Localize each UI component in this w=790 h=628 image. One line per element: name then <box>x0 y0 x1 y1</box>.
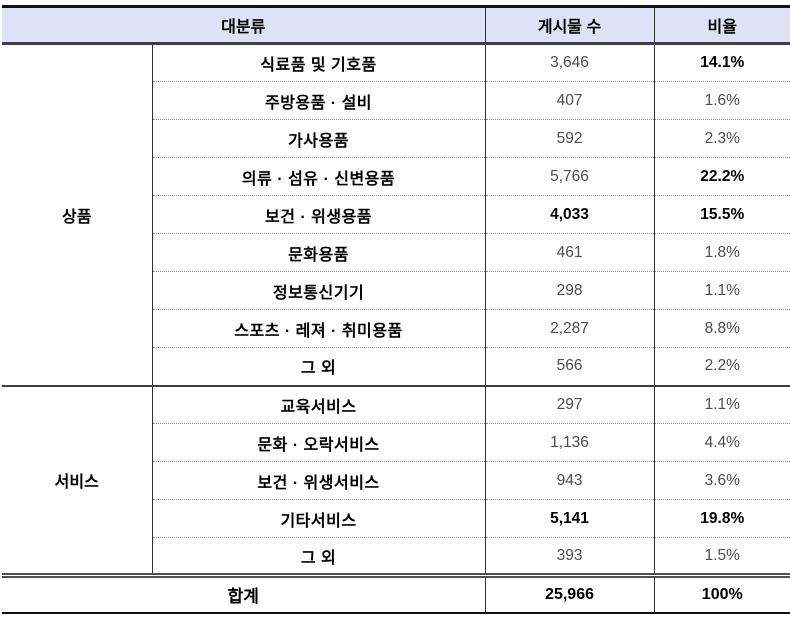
group-label: 상품 <box>2 43 153 386</box>
data-row: 보건 · 위생서비스 943 3.6% <box>2 461 790 500</box>
ratio-cell: 2.2% <box>704 357 740 375</box>
table-header: 대분류 게시물 수 비율 <box>2 6 790 44</box>
subcategory-cell: 기타서비스 <box>152 499 486 538</box>
subcategory-cell: 문화 · 오락서비스 <box>152 423 486 462</box>
ratio-cell: 1.1% <box>704 281 740 299</box>
header-cell-ratio: 비율 <box>707 19 737 36</box>
data-row: 그 외 566 2.2% <box>2 347 790 386</box>
ratio-cell: 8.8% <box>704 319 740 337</box>
ratio-cell: 3.6% <box>704 471 740 489</box>
count-cell: 592 <box>485 119 655 158</box>
total-label: 합계 <box>2 575 486 613</box>
count-cell: 3,646 <box>485 43 655 82</box>
ratio-cell: 1.1% <box>704 395 740 413</box>
subcategory-cell: 의류 · 섬유 · 신변용품 <box>152 157 486 196</box>
subcategory-cell: 주방용품 · 설비 <box>152 81 486 120</box>
data-row: 정보통신기기 298 1.1% <box>2 271 790 310</box>
subcategory-cell: 스포츠 · 레져 · 취미용품 <box>152 309 486 348</box>
total-ratio: 100% <box>701 585 743 603</box>
header-row: 대분류 게시물 수 비율 <box>2 6 790 44</box>
total-row: 합계 25,966 100% <box>2 575 790 613</box>
count-cell: 566 <box>485 347 655 386</box>
group-label: 서비스 <box>2 385 153 576</box>
subcategory-cell: 식료품 및 기호품 <box>152 43 486 82</box>
count-cell: 298 <box>485 271 655 310</box>
count-cell: 5,141 <box>485 499 655 538</box>
data-row: 가사용품 592 2.3% <box>2 119 790 158</box>
count-cell: 4,033 <box>485 195 655 234</box>
ratio-cell: 1.5% <box>704 546 740 564</box>
count-cell: 943 <box>485 461 655 500</box>
subcategory-cell: 가사용품 <box>152 119 486 158</box>
header-cell-count: 게시물 수 <box>485 6 655 44</box>
subcategory-cell: 그 외 <box>152 347 486 386</box>
table-footer: 합계 25,966 100% <box>2 575 790 613</box>
ratio-cell: 4.4% <box>704 433 740 451</box>
count-cell: 407 <box>485 81 655 120</box>
count-cell: 297 <box>485 385 655 424</box>
subcategory-cell: 그 외 <box>152 537 486 576</box>
ratio-cell: 1.8% <box>704 243 740 261</box>
subcategory-cell: 교육서비스 <box>152 385 486 424</box>
ratio-cell: 22.2% <box>700 167 745 185</box>
subcategory-cell: 보건 · 위생용품 <box>152 195 486 234</box>
subcategory-cell: 보건 · 위생서비스 <box>152 461 486 500</box>
count-cell: 5,766 <box>485 157 655 196</box>
data-row: 그 외 393 1.5% <box>2 537 790 576</box>
data-row: 문화용품 461 1.8% <box>2 233 790 272</box>
count-cell: 461 <box>485 233 655 272</box>
subcategory-cell: 문화용품 <box>152 233 486 272</box>
total-count: 25,966 <box>485 575 655 613</box>
ratio-cell: 2.3% <box>704 129 740 147</box>
ratio-cell: 1.6% <box>704 91 740 109</box>
subcategory-cell: 정보통신기기 <box>152 271 486 310</box>
count-cell: 1,136 <box>485 423 655 462</box>
ratio-cell: 14.1% <box>700 54 745 71</box>
data-row: 상품 식료품 및 기호품 3,646 14.1% <box>2 43 790 386</box>
table-body: 상품 식료품 및 기호품 3,646 14.1% 주방용품 · 설비 407 1.6% 가사용… <box>2 43 790 576</box>
ratio-cell: 19.8% <box>700 509 745 527</box>
ratio-cell: 15.5% <box>700 205 745 223</box>
data-row: 보건 · 위생용품 4,033 15.5% <box>2 195 790 234</box>
data-row: 서비스 교육서비스 297 1.1% <box>2 385 790 576</box>
data-row: 문화 · 오락서비스 1,136 4.4% <box>2 423 790 462</box>
count-cell: 2,287 <box>485 309 655 348</box>
data-row: 스포츠 · 레져 · 취미용품 2,287 8.8% <box>2 309 790 348</box>
category-stats-table: 대분류 게시물 수 비율 상품 식료품 및 기호품 3,646 14.1% 주방용품 ·… <box>2 5 790 614</box>
data-row: 주방용품 · 설비 407 1.6% <box>2 81 790 120</box>
header-cell-category: 대분류 <box>2 6 486 44</box>
count-cell: 393 <box>485 537 655 576</box>
data-row: 기타서비스 5,141 19.8% <box>2 499 790 538</box>
data-row: 의류 · 섬유 · 신변용품 5,766 22.2% <box>2 157 790 196</box>
